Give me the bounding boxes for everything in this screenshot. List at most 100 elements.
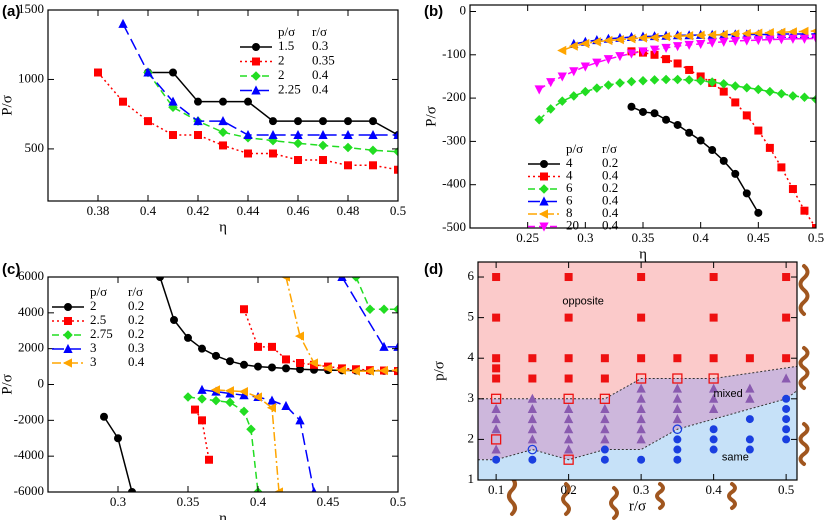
marker [295,358,304,367]
marker [569,91,579,101]
x-tick-label: 0.5 [390,494,406,509]
marker [210,385,221,395]
marker [672,31,682,41]
marker [684,75,694,85]
marker [293,156,302,165]
marker [322,363,333,374]
marker [635,373,647,384]
marker [378,365,389,376]
marker [799,34,810,44]
marker [368,161,377,170]
marker [62,358,72,368]
panel-label: (c) [2,261,20,278]
marker [564,313,573,322]
decorations [507,264,810,520]
marker [709,273,718,282]
marker [788,91,798,101]
marker [557,72,567,82]
marker [673,354,682,363]
marker [708,393,719,403]
x-axis-label: η [219,510,227,520]
marker [368,117,377,126]
marker [492,273,501,282]
marker [599,393,611,404]
marker [672,383,683,393]
marker [491,424,501,434]
x-axis-label: η [639,246,647,262]
y-tick-label: -400 [442,176,466,191]
series-line [538,78,816,121]
legend-label: 2.5 [90,312,106,327]
marker [764,28,774,38]
legend-header: p/σ [566,141,583,156]
marker [745,354,754,363]
series-line [122,23,398,136]
marker [539,184,549,194]
marker [527,393,538,403]
y-tick-label: 1000 [18,70,44,85]
marker [731,169,740,178]
marker [253,342,262,351]
marker [243,149,252,158]
y-tick-label: 500 [25,140,45,155]
marker [672,403,683,413]
marker [251,57,260,66]
region-fill [478,366,797,460]
series-line [631,106,759,214]
y-tick-label: 2 [468,430,475,445]
marker [197,394,207,404]
marker [776,89,787,99]
marker [719,156,728,165]
marker [267,363,276,372]
marker [63,343,73,354]
marker [742,189,751,198]
marker [492,364,501,373]
marker [580,62,590,72]
marker [745,445,754,454]
y-tick-label: -6000 [14,483,44,498]
legend-label: 0.4 [602,192,619,207]
legend-label: 2 [278,52,285,67]
marker [218,116,228,126]
marker [267,342,276,351]
phase-boundary [478,365,797,400]
marker [615,52,625,62]
y-tick-label: 6 [468,268,475,283]
marker [707,30,717,40]
marker [563,424,574,434]
marker [239,305,248,314]
marker [343,142,353,153]
marker [603,55,614,65]
marker [707,38,717,48]
marker [538,209,548,219]
marker [673,455,682,464]
legend-label: 2.25 [278,81,301,96]
marker [563,454,574,465]
marker [765,143,774,152]
legend-label: 6 [566,192,573,207]
y-tick-label: 5 [468,309,475,324]
legend-label: 8 [566,205,573,220]
marker [637,273,646,282]
marker [197,344,206,353]
chain-icon [609,486,619,520]
marker [563,414,574,424]
marker [168,68,177,77]
x-tick-label: 0.35 [632,230,655,245]
marker [540,159,549,168]
marker [673,435,682,444]
plot-frame [47,9,399,202]
marker [539,222,549,232]
marker [745,415,754,424]
marker [709,435,718,444]
marker [169,315,178,324]
y-tick-label: -4000 [14,447,44,462]
phase-boundary [478,390,797,461]
plot-area [94,18,398,174]
marker [781,373,791,383]
chain-icon [507,476,517,516]
marker [637,455,646,464]
marker [343,117,352,126]
y-tick-label: 0 [38,375,45,390]
legend-header: r/σ [602,141,617,156]
